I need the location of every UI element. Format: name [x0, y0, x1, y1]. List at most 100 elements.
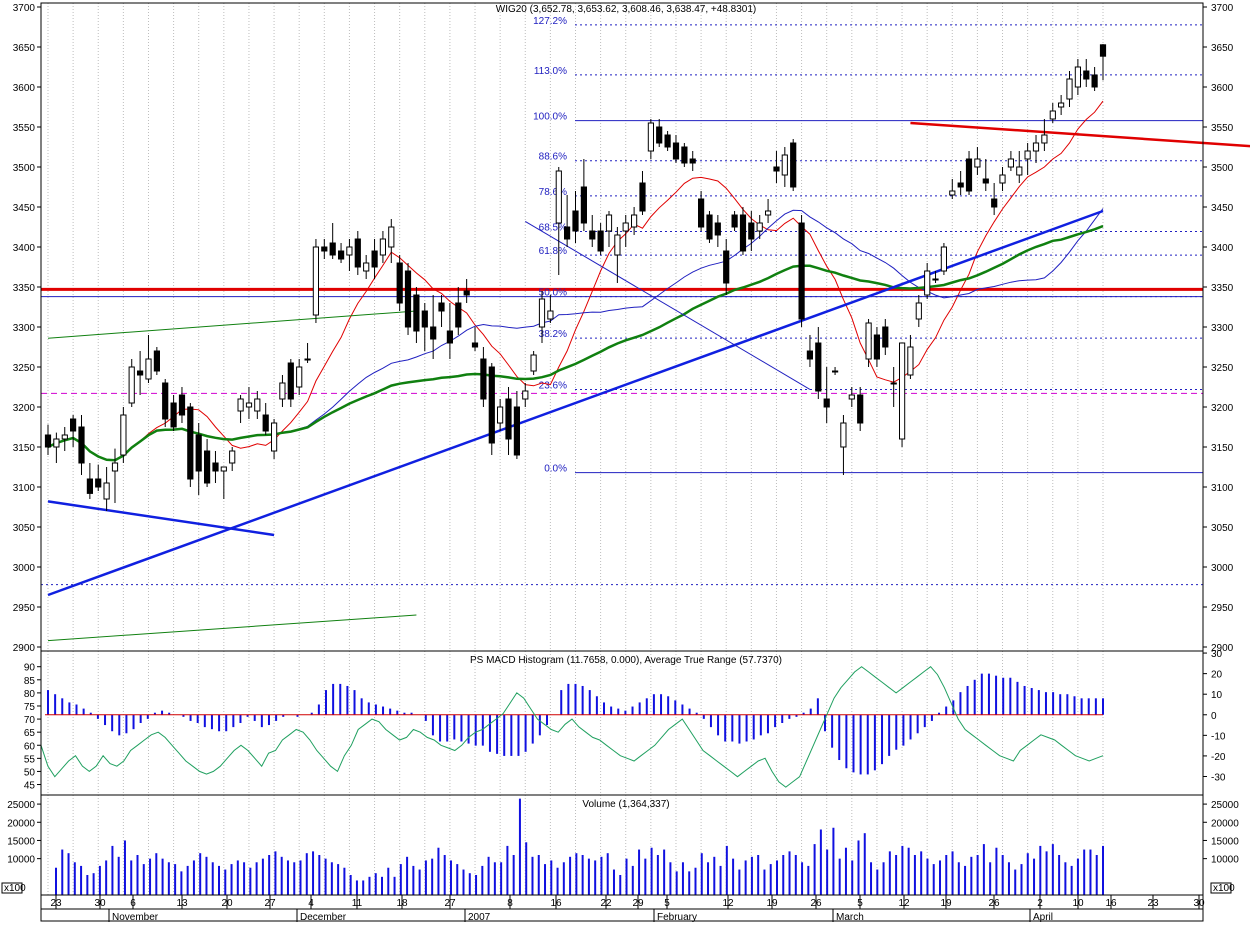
vol-tick-label-left: 15000	[7, 836, 35, 847]
candle-body	[497, 406, 504, 424]
price-title: WIG20 (3,652.78, 3,653.62, 3,608.46, 3,6…	[496, 4, 756, 15]
candle-body	[664, 134, 671, 148]
atr-line	[40, 666, 1104, 788]
trendline-blue-short-down	[47, 500, 275, 537]
price-tick-label-left: 2900	[13, 643, 36, 654]
fib-label: 127.2%	[533, 16, 567, 27]
ind-tick-label-right: 30	[1211, 649, 1223, 660]
vol-tick-label-left: 20000	[7, 818, 35, 829]
candle-body	[857, 394, 864, 424]
candle-body	[832, 370, 839, 373]
day-label: 23	[50, 898, 62, 909]
day-label: 22	[600, 898, 612, 909]
trendline-green-lower	[47, 614, 417, 642]
panel-frame	[40, 650, 1204, 796]
panel-frame	[40, 894, 1204, 922]
candle-body	[756, 222, 763, 232]
fib-label: 68.5%	[539, 222, 567, 233]
day-label: 18	[396, 898, 408, 909]
candle-body	[974, 158, 981, 168]
candle-body	[120, 414, 127, 456]
candle-body	[346, 246, 353, 256]
candle-body	[555, 170, 562, 224]
ind-tick-label-left: 45	[24, 781, 36, 792]
candle-body	[915, 302, 922, 320]
day-label: 12	[898, 898, 910, 909]
fib-label: 61.8%	[539, 246, 567, 257]
month-label: February	[657, 912, 697, 922]
scale-note-box-right	[1210, 882, 1232, 894]
price-tick-label-right: 3200	[1211, 403, 1234, 414]
price-tick-label-left: 3050	[13, 523, 36, 534]
candle-body	[296, 366, 303, 388]
ind-tick-label-right: 10	[1211, 690, 1223, 701]
price-tick-label-right: 3300	[1211, 323, 1234, 334]
candle-body	[572, 210, 579, 232]
candle-body	[505, 398, 512, 440]
day-label: 19	[766, 898, 778, 909]
vol-tick-label-right: 10000	[1211, 855, 1239, 866]
price-tick-label-right: 3050	[1211, 523, 1234, 534]
fib-label: 50.0%	[539, 288, 567, 299]
price-tick-label-left: 3450	[13, 203, 36, 214]
candle-body	[957, 182, 964, 188]
candle-body	[873, 334, 880, 360]
price-tick-label-right: 3400	[1211, 243, 1234, 254]
candle-body	[471, 342, 479, 348]
candle-body	[237, 398, 244, 412]
candle-body	[1032, 142, 1040, 152]
day-label: 30	[94, 898, 106, 909]
day-label: 4	[308, 898, 314, 909]
candle-body	[714, 222, 721, 236]
candle-body	[446, 330, 453, 344]
price-tick-label-left: 3550	[13, 123, 36, 134]
moving-average-10	[47, 100, 1104, 461]
price-tick-label-left: 2950	[13, 603, 36, 614]
day-label: 16	[1105, 898, 1117, 909]
price-tick-label-right: 3100	[1211, 483, 1234, 494]
candle-body	[907, 346, 914, 376]
candle-body	[823, 398, 830, 408]
candle-body	[965, 158, 973, 192]
candle-body	[698, 198, 705, 228]
ind-tick-label-left: 70	[24, 715, 36, 726]
day-label: 23	[1147, 898, 1159, 909]
price-tick-label-right: 3250	[1211, 363, 1234, 374]
candle-body	[647, 122, 654, 152]
candle-body	[70, 418, 77, 432]
candle-body	[723, 250, 730, 284]
month-label: March	[836, 912, 864, 922]
candle-body	[1049, 110, 1056, 120]
candle-body	[798, 222, 805, 320]
candle-body	[1058, 102, 1065, 108]
volume-title: Volume (1,364,337)	[582, 799, 669, 810]
day-label: 2	[1037, 898, 1043, 909]
price-tick-label-left: 3300	[13, 323, 36, 334]
candle-body	[706, 214, 713, 240]
price-tick-label-left: 3150	[13, 443, 36, 454]
candle-body	[86, 478, 94, 494]
ind-tick-label-left: 65	[24, 728, 36, 739]
price-tick-label-left: 3250	[13, 363, 36, 374]
price-tick-label-right: 3550	[1211, 123, 1234, 134]
volume-panel: 10000 10000 15000 15000 20000 20000 25000 25000…	[1, 798, 1239, 895]
candle-body	[220, 466, 227, 472]
price-tick-label-left: 3350	[13, 283, 36, 294]
panel-frame	[40, 2, 1204, 652]
fib-label: 100.0%	[533, 112, 567, 123]
candle-body	[430, 326, 437, 340]
day-label: 11	[352, 898, 363, 909]
price-tick-label-right: 2950	[1211, 603, 1234, 614]
candle-body	[153, 350, 161, 372]
price-tick-label-left: 3600	[13, 83, 36, 94]
vol-tick-label-right: 25000	[1211, 800, 1239, 811]
price-tick-label-right: 3650	[1211, 43, 1234, 54]
trendline-red-downtrend	[910, 121, 1250, 148]
price-tick-label-right: 2900	[1211, 643, 1234, 654]
candle-body	[421, 310, 428, 328]
candle-body	[656, 126, 663, 144]
month-label: December	[300, 912, 347, 922]
candle-body	[128, 366, 135, 404]
candle-body	[1091, 74, 1098, 88]
